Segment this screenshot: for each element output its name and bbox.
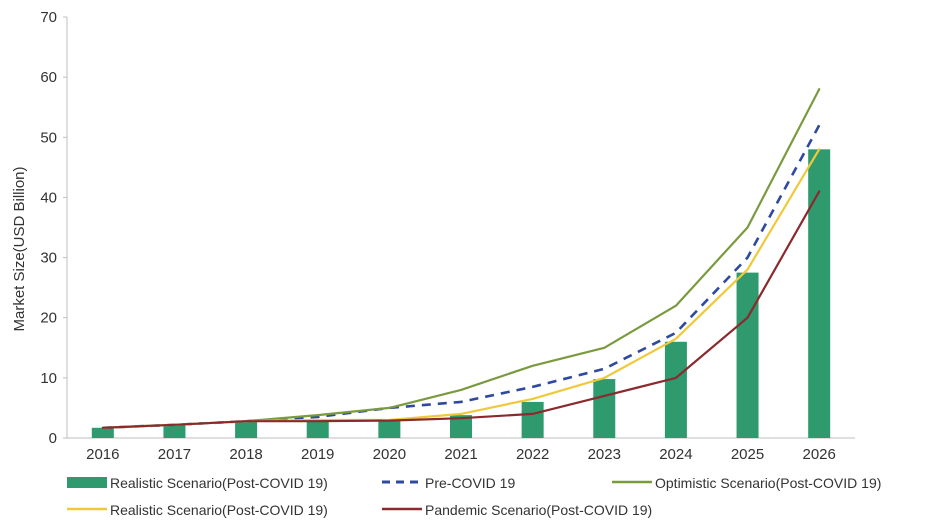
bar-2019 <box>306 419 329 438</box>
x-tick-label: 2018 <box>229 446 262 463</box>
y-tick-label: 20 <box>40 310 57 327</box>
line-series <box>101 88 821 430</box>
bar-2018 <box>235 421 258 438</box>
bar-series <box>91 149 831 439</box>
x-tick-label: 2024 <box>659 446 692 463</box>
line-series-0 <box>102 124 821 430</box>
y-tick-label: 10 <box>40 370 57 387</box>
line-series-1 <box>101 88 821 429</box>
x-tick-label: 2019 <box>301 446 334 463</box>
x-tick-label: 2017 <box>158 446 191 463</box>
y-tick-label: 60 <box>40 69 57 86</box>
legend: Realistic Scenario(Post-COVID 19) Pre-COV… <box>67 475 881 518</box>
y-axis-label: Market Size(USD Billion) <box>11 166 28 331</box>
y-tick-label: 30 <box>40 250 57 267</box>
y-tick-label: 70 <box>40 9 57 26</box>
x-tick-label: 2025 <box>731 446 764 463</box>
y-tick-label: 50 <box>40 129 57 146</box>
bar-2024 <box>664 341 687 438</box>
tick-labels: 0 10 20 30 40 50 60 70 2016 2017 2018 2019 2020 2021 2… <box>40 9 836 463</box>
line-series-2 <box>101 148 821 429</box>
bar-2026 <box>808 149 831 439</box>
y-tick-label: 40 <box>40 189 57 206</box>
legend-swatch <box>67 477 107 488</box>
bar-2023 <box>593 379 616 438</box>
bar-2021 <box>450 415 472 438</box>
line-series-3 <box>101 190 821 429</box>
legend-item-0: Realistic Scenario(Post-COVID 19) <box>67 475 328 491</box>
x-tick-label: 2023 <box>588 446 621 463</box>
x-tick-label: 2026 <box>802 446 835 463</box>
legend-item-2: Optimistic Scenario(Post-COVID 19) <box>612 475 881 491</box>
y-tick-label: 0 <box>49 430 57 447</box>
x-tick-label: 2016 <box>86 446 119 463</box>
legend-label: Pre-COVID 19 <box>425 475 515 491</box>
legend-label: Realistic Scenario(Post-COVID 19) <box>110 475 328 491</box>
bar-2016 <box>91 427 114 438</box>
legend-label: Pandemic Scenario(Post-COVID 19) <box>425 502 652 518</box>
bar-2020 <box>378 419 401 438</box>
legend-item-3: Realistic Scenario(Post-COVID 19) <box>67 502 328 518</box>
bar-2017 <box>163 424 186 438</box>
x-tick-label: 2020 <box>373 446 406 463</box>
x-tick-label: 2022 <box>516 446 549 463</box>
bar-2025 <box>736 272 759 438</box>
bar-2022 <box>521 401 544 438</box>
legend-item-1: Pre-COVID 19 <box>382 475 515 491</box>
axes <box>63 16 855 439</box>
legend-item-4: Pandemic Scenario(Post-COVID 19) <box>382 502 652 518</box>
x-tick-label: 2021 <box>444 446 477 463</box>
legend-label: Optimistic Scenario(Post-COVID 19) <box>655 475 881 491</box>
legend-label: Realistic Scenario(Post-COVID 19) <box>110 502 328 518</box>
